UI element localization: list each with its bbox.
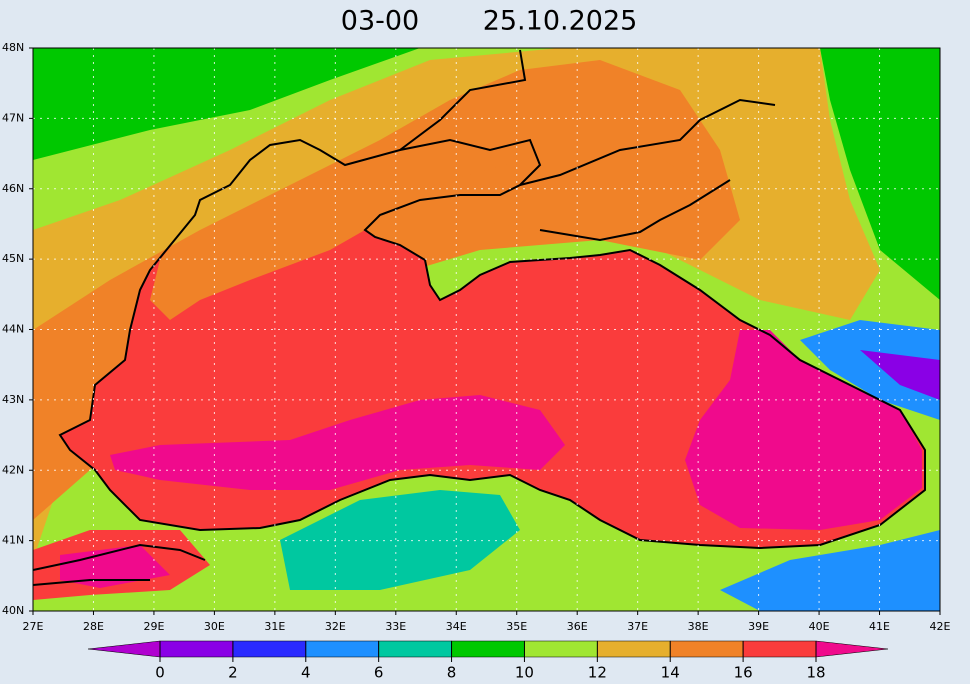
- title-time: 03-00: [341, 6, 419, 37]
- lon-label: 31E: [264, 620, 285, 633]
- colorbar-segment: [232, 640, 307, 658]
- colorbar-label: 8: [447, 664, 457, 682]
- lon-label: 36E: [567, 620, 588, 633]
- lat-label: 48N: [2, 41, 24, 54]
- lon-label: 27E: [23, 620, 44, 633]
- colorbar: 0 2 4 6 8 10 12 14 16 18: [87, 640, 889, 682]
- field-over: [60, 545, 170, 588]
- lat-label: 42N: [2, 463, 24, 476]
- lat-label: 47N: [2, 111, 24, 124]
- coastline: [33, 49, 776, 586]
- lon-label: 41E: [869, 620, 890, 633]
- colorbar-segment: [742, 640, 817, 658]
- field-10: [33, 48, 420, 160]
- colorbar-label: 0: [155, 664, 165, 682]
- lon-label: 38E: [688, 620, 709, 633]
- lon-label: 40E: [809, 620, 830, 633]
- lon-label: 35E: [506, 620, 527, 633]
- colorbar-segment: [378, 640, 452, 658]
- colorbar-segment: [159, 640, 234, 658]
- lat-label: 44N: [2, 323, 24, 336]
- map-frame: [32, 47, 941, 612]
- coastline: [58, 138, 926, 550]
- colorbar-segment: [305, 640, 379, 658]
- lon-label: 28E: [83, 620, 104, 633]
- lon-label: 34E: [446, 620, 467, 633]
- lon-label: 32E: [325, 620, 346, 633]
- lon-label: 39E: [748, 620, 769, 633]
- field-over: [110, 395, 565, 490]
- colorbar-label: 16: [734, 664, 753, 682]
- colorbar-segment: [597, 640, 671, 658]
- field-8: [280, 490, 520, 590]
- colorbar-segment: [524, 640, 598, 658]
- lat-label: 40N: [2, 604, 24, 617]
- field-2: [860, 350, 940, 400]
- lon-label: 42E: [930, 620, 951, 633]
- grid: 40N 41N 42N 43N 44N 45N 46N 47N 48N 27E 28E 29E 30E 3…: [2, 41, 951, 633]
- lat-label: 43N: [2, 393, 24, 406]
- colorbar-label: 4: [301, 664, 311, 682]
- colorbar-segment: [669, 640, 744, 658]
- field-6: [720, 530, 940, 611]
- colorbar-label: 14: [661, 664, 680, 682]
- lat-label: 41N: [2, 534, 24, 547]
- colorbar-label: 10: [515, 664, 534, 682]
- field-over: [685, 330, 922, 530]
- lat-label: 45N: [2, 252, 24, 265]
- colorbar-label: 18: [806, 664, 825, 682]
- lon-label: 33E: [385, 620, 406, 633]
- colorbar-label: 2: [228, 664, 238, 682]
- colorbar-segment: [451, 640, 525, 658]
- title-date: 25.10.2025: [483, 6, 638, 37]
- colorbar-label: 6: [374, 664, 384, 682]
- lon-label: 29E: [143, 620, 164, 633]
- lon-label: 30E: [204, 620, 225, 633]
- lon-label: 37E: [627, 620, 648, 633]
- colorbar-label: 12: [588, 664, 607, 682]
- lat-label: 46N: [2, 182, 24, 195]
- field-6: [800, 320, 940, 420]
